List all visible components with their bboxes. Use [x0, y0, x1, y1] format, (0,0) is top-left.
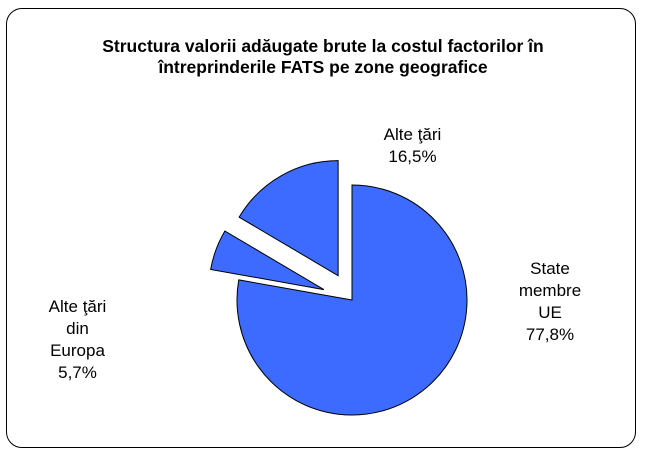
pie-slice	[236, 184, 468, 416]
pie-slice	[238, 160, 339, 277]
slice-value-label: 77,8%	[525, 325, 575, 344]
slice-label: State membre UE	[518, 259, 582, 322]
slice-label: Alte ţări din Europa	[48, 297, 107, 360]
chart-title: Structura valorii adăugate brute la cost…	[102, 36, 544, 77]
chart-frame	[6, 8, 636, 448]
slice-label-group: Alte ţări 16,5%	[375, 124, 450, 168]
slice-label-group: Alte ţări din Europa 5,7%	[40, 296, 115, 384]
slice-value-label: 5,7%	[58, 363, 97, 382]
slice-label-group: State membre UE 77,8%	[515, 258, 585, 346]
slice-value-label: 16,5%	[388, 147, 437, 166]
slice-label: Alte ţări	[383, 125, 442, 144]
pie-slice	[210, 230, 325, 291]
